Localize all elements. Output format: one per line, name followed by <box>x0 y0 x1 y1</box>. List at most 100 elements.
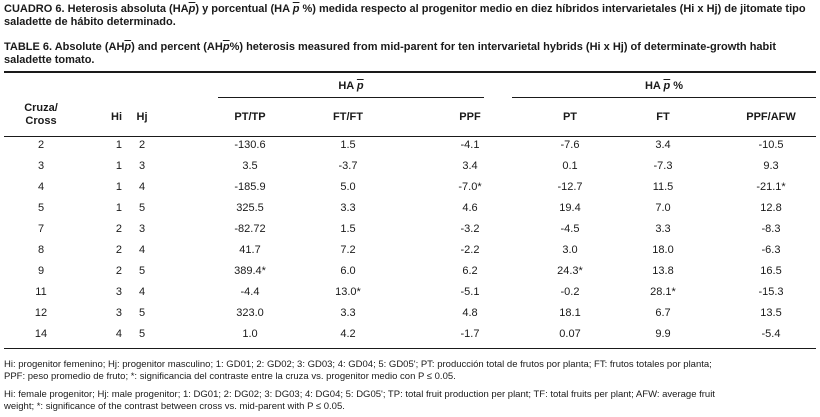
cell-ft-ft: 6.0 <box>340 265 356 277</box>
cell-ppf-afw: -10.5 <box>758 139 784 151</box>
cell-hi: 2 <box>115 244 122 256</box>
caption-en-text-2: ) and percent (AH <box>131 41 223 53</box>
cell-ft: 9.9 <box>655 328 671 340</box>
col-header-ppf-afw: PPF/AFW <box>746 111 796 123</box>
cell-cross: 3 <box>37 160 45 172</box>
caption-es-text-1: Heterosis absoluta (HA <box>67 3 189 15</box>
cell-pt-tp: 323.0 <box>236 307 264 319</box>
caption-es-label: CUADRO 6. <box>4 3 65 15</box>
group-header-absolute: HA p <box>338 80 364 92</box>
col-header-hi: Hi <box>111 111 122 123</box>
cell-ppf-afw: 9.3 <box>763 160 779 172</box>
caption-spanish: CUADRO 6. Heterosis absoluta (HAp) y por… <box>4 3 816 29</box>
cell-hj: 5 <box>138 202 146 214</box>
cell-ft: 3.4 <box>655 139 671 151</box>
caption-en-pbar-2: p <box>222 41 230 53</box>
cell-pt-tp: -4.4 <box>240 286 260 298</box>
cell-ft: 11.5 <box>652 181 674 193</box>
cell-ft-ft: 4.2 <box>340 328 356 340</box>
table-top-rule <box>4 71 816 73</box>
cell-hi: 1 <box>115 139 122 151</box>
cell-ppf-afw: -15.3 <box>758 286 784 298</box>
cell-ft: 7.0 <box>655 202 671 214</box>
cell-ppf-afw: 13.5 <box>760 307 782 319</box>
cell-pt: -0.2 <box>560 286 580 298</box>
cell-pt: 0.07 <box>559 328 581 340</box>
caption-en-label: TABLE 6. <box>4 41 53 53</box>
col-header-hj: Hj <box>136 111 148 123</box>
cell-pt-tp: 325.5 <box>236 202 264 214</box>
cell-ft-ft: 3.3 <box>340 202 356 214</box>
cell-ft: 28.1* <box>650 286 676 298</box>
caption-en-pbar-1: p <box>124 41 132 53</box>
cell-hj: 3 <box>138 223 146 235</box>
cell-pt: -4.5 <box>560 223 580 235</box>
col-header-pt: PT <box>562 111 578 123</box>
cell-ft-ft: 5.0 <box>340 181 356 193</box>
cell-ppf: -4.1 <box>460 139 480 151</box>
cell-ppf: -2.2 <box>460 244 480 256</box>
cell-hj: 4 <box>138 286 146 298</box>
cell-pt-tp: -130.6 <box>234 139 266 151</box>
cell-ppf-afw: -21.1* <box>756 181 786 193</box>
cell-ppf: 3.4 <box>462 160 478 172</box>
cell-ft-ft: 1.5 <box>340 139 356 151</box>
cell-ppf: -5.1 <box>460 286 480 298</box>
cell-hj: 2 <box>138 139 146 151</box>
cell-hi: 3 <box>115 307 122 319</box>
cell-pt: -7.6 <box>560 139 580 151</box>
col-header-ft-ft: FT/FT <box>333 111 363 123</box>
col-header-ppf: PPF <box>459 111 481 123</box>
cell-cross: 12 <box>34 307 48 319</box>
cell-hj: 5 <box>138 265 146 277</box>
caption-es-pbar-1: p <box>188 3 196 15</box>
cell-ft-ft: 13.0* <box>335 286 361 298</box>
cell-pt-tp: 389.4* <box>234 265 266 277</box>
cell-pt-tp: 41.7 <box>239 244 261 256</box>
cell-ppf-afw: 12.8 <box>760 202 782 214</box>
cell-hj: 5 <box>138 307 146 319</box>
caption-es-pbar-2: p <box>292 3 300 15</box>
cell-cross: 5 <box>37 202 45 214</box>
col-header-ft: FT <box>656 111 670 123</box>
cell-cross: 9 <box>37 265 45 277</box>
cell-hi: 3 <box>115 286 122 298</box>
cell-hi: 2 <box>115 223 122 235</box>
cell-ppf-afw: 16.5 <box>760 265 782 277</box>
cell-hi: 2 <box>115 265 122 277</box>
footnote-es-line-1: Hi: progenitor femenino; Hj: progenitor … <box>4 359 712 370</box>
cell-hj: 4 <box>138 244 146 256</box>
cell-pt: -12.7 <box>557 181 583 193</box>
col-header-pt-tp: PT/TP <box>234 111 266 123</box>
caption-en-text-3: %) heterosis measured from mid-parent fo… <box>4 41 776 66</box>
cell-ft: 18.0 <box>652 244 674 256</box>
footnote-en-line-2: weight; *: significance of the contrast … <box>4 401 345 412</box>
cell-hi: 1 <box>115 181 122 193</box>
cell-pt: 19.4 <box>559 202 581 214</box>
table-bottom-rule <box>4 348 816 349</box>
group1-underline <box>218 97 484 98</box>
footnote-spanish: Hi: progenitor femenino; Hj: progenitor … <box>4 359 816 383</box>
cell-hj: 5 <box>138 328 146 340</box>
cell-ppf: -7.0* <box>458 181 482 193</box>
cell-hj: 4 <box>138 181 146 193</box>
cell-ft: 3.3 <box>655 223 671 235</box>
cell-pt-tp: -82.72 <box>234 223 266 235</box>
cell-ppf-afw: -8.3 <box>761 223 781 235</box>
cell-ppf-afw: -6.3 <box>761 244 781 256</box>
footnote-english: Hi: female progenitor; Hj: male progenit… <box>4 389 816 413</box>
cell-pt-tp: -185.9 <box>234 181 266 193</box>
cell-ft-ft: 7.2 <box>340 244 356 256</box>
cell-cross: 7 <box>37 223 45 235</box>
cell-hi: 1 <box>115 160 122 172</box>
cell-hi: 1 <box>115 202 122 214</box>
footnote-es-line-2: PPF: peso promedio de fruto; *: signific… <box>4 371 456 382</box>
group2-underline <box>512 97 816 98</box>
caption-en-text-1: Absolute (AH <box>54 41 125 53</box>
cell-ft: 6.7 <box>655 307 671 319</box>
cell-ft: 13.8 <box>652 265 674 277</box>
cell-hi: 4 <box>115 328 122 340</box>
cell-ft-ft: -3.7 <box>338 160 358 172</box>
cell-ft: -7.3 <box>653 160 673 172</box>
cell-pt: 18.1 <box>559 307 581 319</box>
